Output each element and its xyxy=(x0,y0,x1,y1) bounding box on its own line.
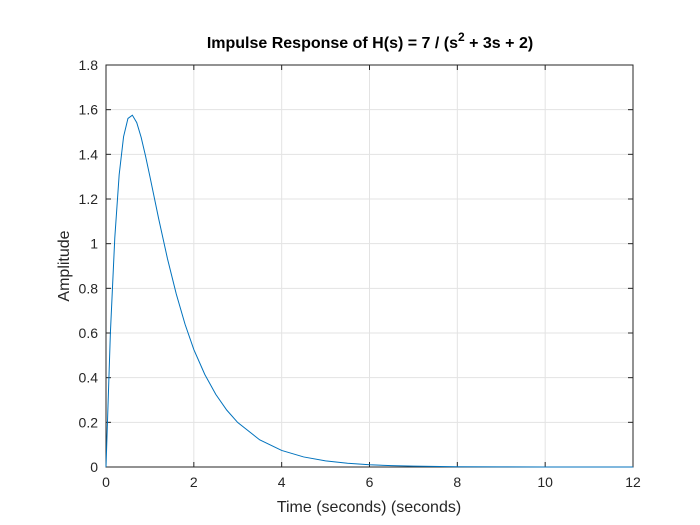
y-tick-label: 1.4 xyxy=(79,146,99,162)
y-tick-label: 0 xyxy=(90,459,98,475)
y-tick-label: 1.2 xyxy=(79,191,99,207)
x-tick-label: 8 xyxy=(453,474,461,490)
x-tick-label: 10 xyxy=(537,474,553,490)
y-tick-label: 1.6 xyxy=(79,102,99,118)
y-tick-label: 0.4 xyxy=(79,370,99,386)
ticks: 0 2 4 6 8 10 12 0 0.2 0.4 0.6 0.8 1 1.2 1.4 1.6 1.8 xyxy=(79,57,641,490)
y-tick-label: 0.6 xyxy=(79,325,99,341)
x-tick-label: 4 xyxy=(278,474,286,490)
y-tick-label: 0.8 xyxy=(79,280,99,296)
x-tick-label: 0 xyxy=(102,474,110,490)
y-tick-label: 1 xyxy=(90,236,98,252)
x-tick-label: 6 xyxy=(366,474,374,490)
x-tick-label: 2 xyxy=(190,474,198,490)
y-axis-label: Amplitude xyxy=(56,230,73,301)
impulse-response-line xyxy=(105,114,634,468)
x-axis-label: Time (seconds) (seconds) xyxy=(277,499,461,516)
title-superscript: 2 xyxy=(458,30,465,44)
y-tick-label: 0.2 xyxy=(79,414,99,430)
y-tick-label: 1.8 xyxy=(79,57,99,73)
grid xyxy=(106,65,633,467)
chart-title: Impulse Response of H(s) = 7 / (s2 + 3s … xyxy=(207,30,533,52)
x-tick-label: 12 xyxy=(625,474,641,490)
